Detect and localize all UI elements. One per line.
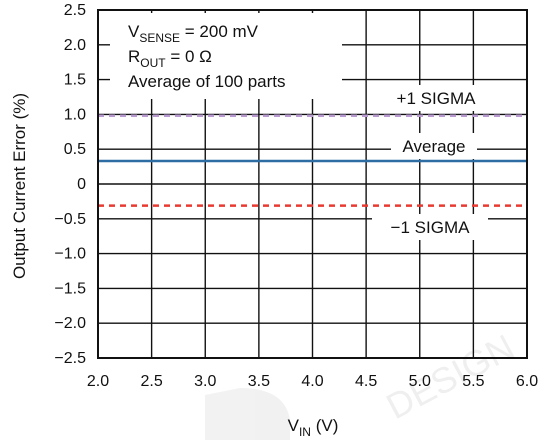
watermark-text: DESIGN	[380, 326, 521, 427]
y-tick-label: 2.5	[64, 2, 86, 19]
y-tick-label: 1.5	[64, 72, 86, 89]
series-label-background	[391, 133, 477, 159]
y-tick-label: −2.5	[54, 350, 86, 367]
x-tick-label: 3.5	[248, 373, 270, 390]
series-label: +1 SIGMA	[397, 89, 477, 108]
x-tick-label: 4.0	[301, 373, 323, 390]
y-tick-label: 0	[77, 176, 86, 193]
x-tick-label: 5.0	[409, 373, 431, 390]
y-tick-label: −2.0	[54, 315, 86, 332]
y-axis-label: Output Current Error (%)	[10, 93, 29, 279]
y-tick-labels: 2.5 2.0 1.5 1.0 0.5 0 −0.5 −1.0 −1.5 −2.0 −2.5	[54, 2, 86, 367]
plot-frame	[97, 9, 528, 359]
y-tick-label: 2.0	[64, 37, 86, 54]
x-tick-label: 2.5	[141, 373, 163, 390]
x-axis-label-sub: IN	[299, 425, 311, 439]
x-tick-label: 5.5	[462, 373, 484, 390]
x-tick-label: 6.0	[516, 373, 538, 390]
x-tick-label: 2.0	[87, 373, 109, 390]
series-label-background	[372, 214, 488, 240]
y-tick-label: −0.5	[54, 211, 86, 228]
watermark-logo-shape	[205, 388, 290, 440]
condition-text: VSENSE = 200 mV	[128, 22, 259, 45]
series-label-background	[376, 85, 496, 111]
y-tick-label: −1.0	[54, 246, 86, 263]
series-label: −1 SIGMA	[391, 218, 471, 237]
x-tick-label: 3.0	[194, 373, 216, 390]
series-group	[98, 114, 527, 207]
x-axis-label: VIN (V)	[288, 416, 339, 439]
x-axis-label-unit: (V)	[311, 416, 338, 435]
x-tick-labels: 2.0 2.5 3.0 3.5 4.0 4.5 5.0 5.5 6.0	[87, 373, 538, 390]
y-tick-label: 0.5	[64, 141, 86, 158]
series-label: Average	[402, 137, 465, 156]
x-axis-label-main: V	[288, 416, 300, 435]
y-tick-label: −1.5	[54, 280, 86, 297]
conditions-background	[110, 13, 342, 99]
condition-text: Average of 100 parts	[128, 72, 286, 91]
condition-text: ROUT = 0 Ω	[128, 47, 212, 70]
series-labels: +1 SIGMA Average −1 SIGMA	[372, 85, 496, 240]
x-tick-label: 4.5	[355, 373, 377, 390]
y-tick-label: 1.0	[64, 106, 86, 123]
